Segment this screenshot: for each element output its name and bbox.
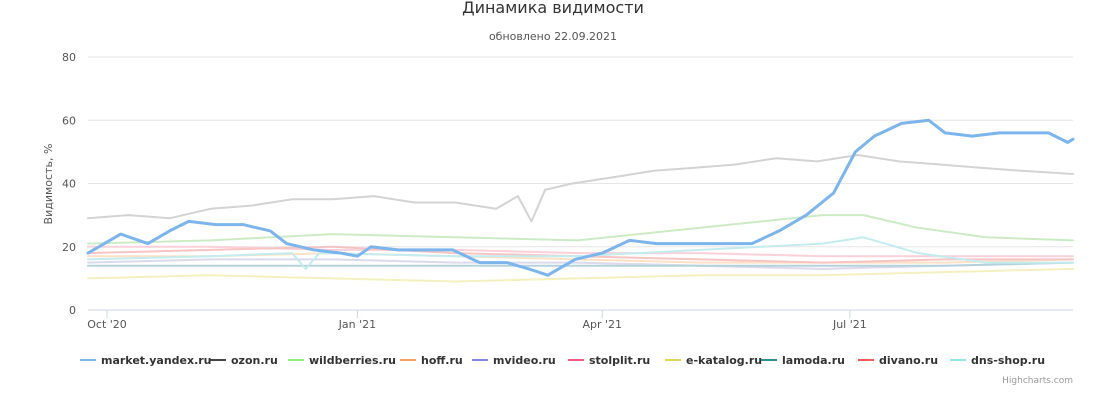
legend-item-hoff-ru[interactable]: hoff.ru <box>400 354 463 367</box>
y-tick-label: 80 <box>62 51 76 64</box>
x-tick-label: Jan '21 <box>338 318 376 331</box>
y-axis-label: Видимость, % <box>42 144 55 225</box>
series-line-dns-shop-ru[interactable] <box>87 236 1074 270</box>
legend-label: dns-shop.ru <box>971 354 1045 367</box>
y-tick-label: 20 <box>62 241 76 254</box>
y-axis-ticks: 0 20 40 60 80 <box>62 51 76 317</box>
series-lines <box>86 118 1075 283</box>
legend-label: lamoda.ru <box>782 354 845 367</box>
series-line-ozon-ru[interactable] <box>87 154 1074 223</box>
highcharts-credit[interactable]: Highcharts.com <box>1002 376 1073 386</box>
y-tick-label: 60 <box>62 114 76 127</box>
legend: market.yandex.ru ozon.ru wildberries.ru hof… <box>80 354 1045 367</box>
legend-item-lamoda-ru[interactable]: lamoda.ru <box>761 354 845 367</box>
y-tick-label: 0 <box>69 304 76 317</box>
legend-label: mvideo.ru <box>493 354 556 367</box>
chart-subtitle: обновлено 22.09.2021 <box>489 30 617 43</box>
series-line-e-katalog-ru[interactable] <box>87 267 1074 283</box>
legend-item-ozon-ru[interactable]: ozon.ru <box>210 354 278 367</box>
series-line-wildberries-ru[interactable] <box>87 214 1074 245</box>
legend-item-market-yandex-ru[interactable]: market.yandex.ru <box>80 354 212 367</box>
legend-label: e-katalog.ru <box>686 354 762 367</box>
y-tick-label: 40 <box>62 178 76 191</box>
legend-label: stolplit.ru <box>589 354 650 367</box>
legend-item-e-katalog-ru[interactable]: e-katalog.ru <box>665 354 762 367</box>
legend-item-divano-ru[interactable]: divano.ru <box>858 354 938 367</box>
legend-label: ozon.ru <box>231 354 278 367</box>
series-line-market-yandex-ru[interactable] <box>86 118 1075 277</box>
legend-item-stolplit-ru[interactable]: stolplit.ru <box>568 354 650 367</box>
chart-title: Динамика видимости <box>462 0 644 17</box>
x-tick-label: Apr '21 <box>582 318 622 331</box>
grid-lines <box>88 56 1073 311</box>
legend-item-wildberries-ru[interactable]: wildberries.ru <box>288 354 396 367</box>
series-line-stolplit-ru[interactable] <box>87 245 1074 258</box>
x-axis-ticks: Oct '20 Jan '21 Apr '21 Jul '21 <box>87 310 867 331</box>
legend-label: hoff.ru <box>421 354 463 367</box>
series-line-lamoda-ru[interactable] <box>87 261 1074 267</box>
x-tick-label: Oct '20 <box>87 318 127 331</box>
x-tick-label: Jul '21 <box>832 318 867 331</box>
legend-item-mvideo-ru[interactable]: mvideo.ru <box>472 354 556 367</box>
series-line-mvideo-ru[interactable] <box>87 258 1074 270</box>
legend-item-dns-shop-ru[interactable]: dns-shop.ru <box>950 354 1045 367</box>
legend-label: wildberries.ru <box>309 354 396 367</box>
legend-label: market.yandex.ru <box>101 354 212 367</box>
legend-label: divano.ru <box>879 354 938 367</box>
